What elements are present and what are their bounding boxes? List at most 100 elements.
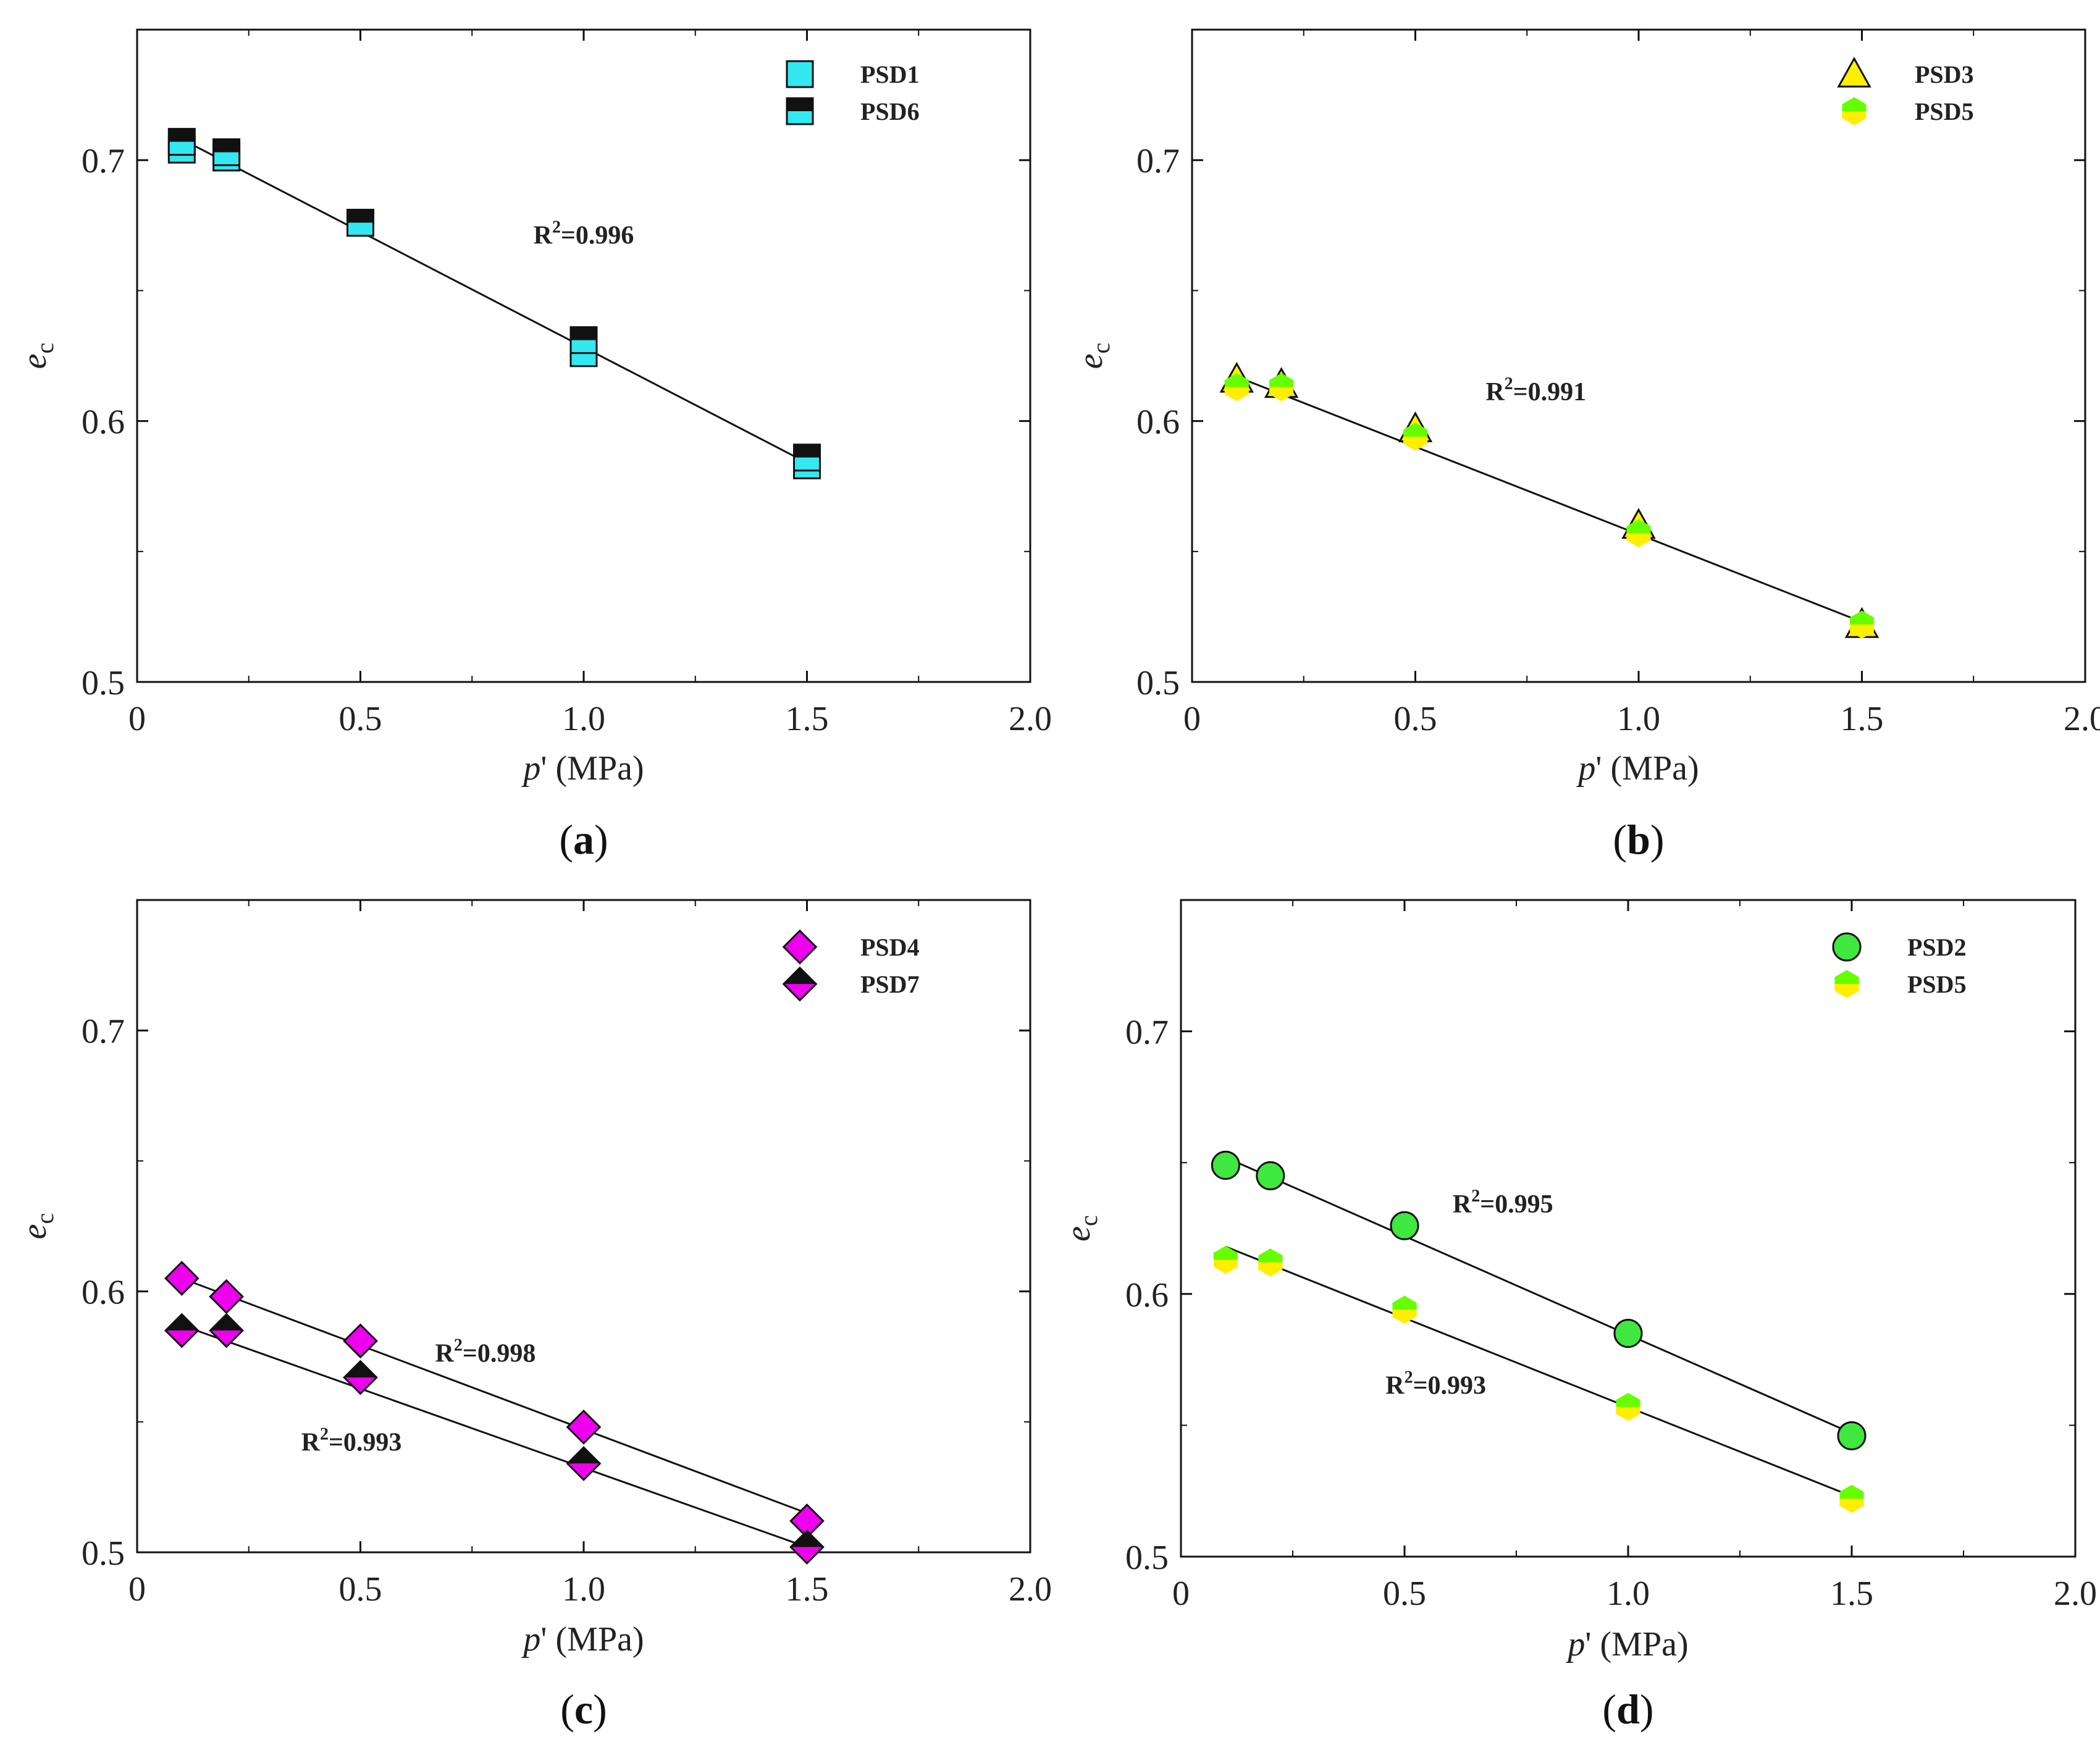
- y-tick-label: 0.7: [1136, 142, 1180, 180]
- x-tick-label: 2.0: [1009, 1570, 1052, 1609]
- data-point: [1213, 1245, 1238, 1274]
- panel-label: (a): [559, 816, 608, 863]
- legend-item: PSD5: [1842, 97, 1974, 125]
- y-tick-label: 0.6: [1125, 1276, 1169, 1314]
- series-PSD4: [164, 1261, 825, 1539]
- data-point: [1616, 1393, 1640, 1421]
- data-point: [566, 1409, 602, 1445]
- x-tick-label: 2.0: [1009, 700, 1052, 738]
- y-axis-label: ec: [1072, 343, 1115, 369]
- x-tick-label: 1.0: [562, 1570, 605, 1609]
- x-tick-label: 1.5: [1841, 700, 1884, 738]
- y-tick-label: 0.6: [1136, 403, 1180, 442]
- data-point: [1258, 1248, 1283, 1277]
- y-tick-label: 0.7: [82, 142, 125, 180]
- x-axis-label: p' (MPa): [1565, 1625, 1688, 1663]
- fit-line: [1225, 1156, 1852, 1434]
- r-squared-label: R2=0.993: [301, 1424, 402, 1457]
- x-axis-label: p' (MPa): [1576, 749, 1699, 788]
- x-tick-label: 2.0: [2064, 700, 2100, 738]
- r-squared-label: R2=0.991: [1485, 374, 1586, 406]
- series-PSD6: [167, 128, 821, 472]
- legend-item: PSD3: [1837, 56, 1974, 88]
- x-tick-label: 1.5: [1830, 1575, 1873, 1613]
- series-PSD1: [167, 135, 821, 479]
- x-axis-label: p' (MPa): [521, 749, 644, 788]
- data-point: [1390, 1211, 1419, 1240]
- plot-frame: [1180, 899, 2077, 1558]
- plot-frame: [1191, 28, 2086, 683]
- y-tick-label: 0.5: [82, 1534, 125, 1573]
- fit-line: [181, 138, 808, 464]
- legend-item: PSD5: [1834, 970, 1967, 998]
- y-tick-label: 0.5: [1136, 664, 1180, 702]
- x-tick-label: 1.0: [1606, 1575, 1650, 1613]
- legend-marker: [782, 966, 818, 1002]
- data-point: [164, 1313, 200, 1348]
- y-tick-label: 0.6: [82, 403, 125, 442]
- legend-label: PSD3: [1915, 61, 1974, 88]
- series-PSD5: [1213, 1245, 1864, 1513]
- r-squared-label: R2=0.995: [1453, 1187, 1553, 1219]
- y-tick-label: 0.7: [1125, 1014, 1169, 1052]
- panel-label: (d): [1602, 1686, 1653, 1733]
- x-tick-label: 1.0: [1617, 700, 1660, 738]
- x-tick-label: 2.0: [2054, 1575, 2097, 1613]
- legend-label: PSD1: [860, 61, 920, 88]
- legend-marker: [786, 60, 814, 88]
- r-squared-label: R2=0.993: [1385, 1368, 1486, 1400]
- legend-marker: [1832, 932, 1862, 962]
- fit-line: [181, 1324, 808, 1548]
- data-point: [1392, 1295, 1417, 1324]
- r-squared-label: R2=0.996: [534, 217, 634, 250]
- fit-line: [1225, 1245, 1852, 1497]
- data-point: [1837, 1421, 1867, 1450]
- legend-item: PSD4: [782, 929, 920, 965]
- data-point: [793, 444, 821, 472]
- data-point: [1626, 519, 1651, 547]
- data-point: [569, 326, 598, 355]
- r-squared-label: R2=0.998: [435, 1336, 536, 1368]
- data-point: [346, 209, 374, 237]
- chart-panel-c: 0 0.5 1.0 1.5 2.00.50.60.7p' (MPa)ecR2=0.998…: [15, 899, 1052, 1733]
- chart-panel-a: 0 0.5 1.0 1.5 2.00.50.60.7p' (MPa)ecR2=0.996…: [15, 28, 1052, 863]
- legend-marker: [782, 929, 818, 965]
- x-tick-label: 0: [128, 1570, 146, 1609]
- fit-line: [181, 1277, 808, 1515]
- legend-item: PSD1: [786, 60, 920, 88]
- legend-label: PSD6: [860, 98, 920, 125]
- y-tick-label: 0.6: [82, 1274, 125, 1312]
- data-point: [789, 1529, 825, 1565]
- legend-label: PSD2: [1907, 933, 1967, 961]
- legend-label: PSD7: [860, 970, 920, 998]
- fit-line: [1236, 376, 1863, 623]
- x-tick-label: 0.5: [339, 1570, 382, 1609]
- x-tick-label: 0.5: [1394, 700, 1437, 738]
- y-axis-label: ec: [15, 1213, 59, 1240]
- x-tick-label: 1.5: [786, 1570, 829, 1609]
- x-tick-label: 0.5: [1383, 1575, 1426, 1613]
- x-tick-label: 1.0: [562, 700, 605, 738]
- data-point: [167, 128, 196, 156]
- panel-label: (b): [1613, 816, 1664, 863]
- x-axis-label: p' (MPa): [521, 1620, 644, 1659]
- legend-item: PSD7: [782, 966, 920, 1002]
- legend-marker: [1837, 56, 1871, 88]
- data-point: [1256, 1161, 1285, 1191]
- data-point: [566, 1446, 602, 1481]
- legend-label: PSD5: [1907, 970, 1967, 998]
- legend-marker: [1834, 970, 1859, 998]
- x-tick-label: 0: [1183, 700, 1201, 738]
- data-point: [1839, 1484, 1864, 1513]
- y-axis-label: ec: [1059, 1215, 1102, 1242]
- legend-marker: [786, 97, 814, 125]
- data-point: [343, 1323, 378, 1359]
- panel-label: (c): [560, 1686, 607, 1733]
- legend-item: PSD2: [1832, 932, 1967, 962]
- x-tick-label: 0: [1172, 1575, 1190, 1613]
- x-tick-label: 1.5: [786, 700, 829, 738]
- data-point: [212, 138, 241, 167]
- y-axis-label: ec: [15, 343, 59, 369]
- y-tick-label: 0.5: [1125, 1539, 1169, 1577]
